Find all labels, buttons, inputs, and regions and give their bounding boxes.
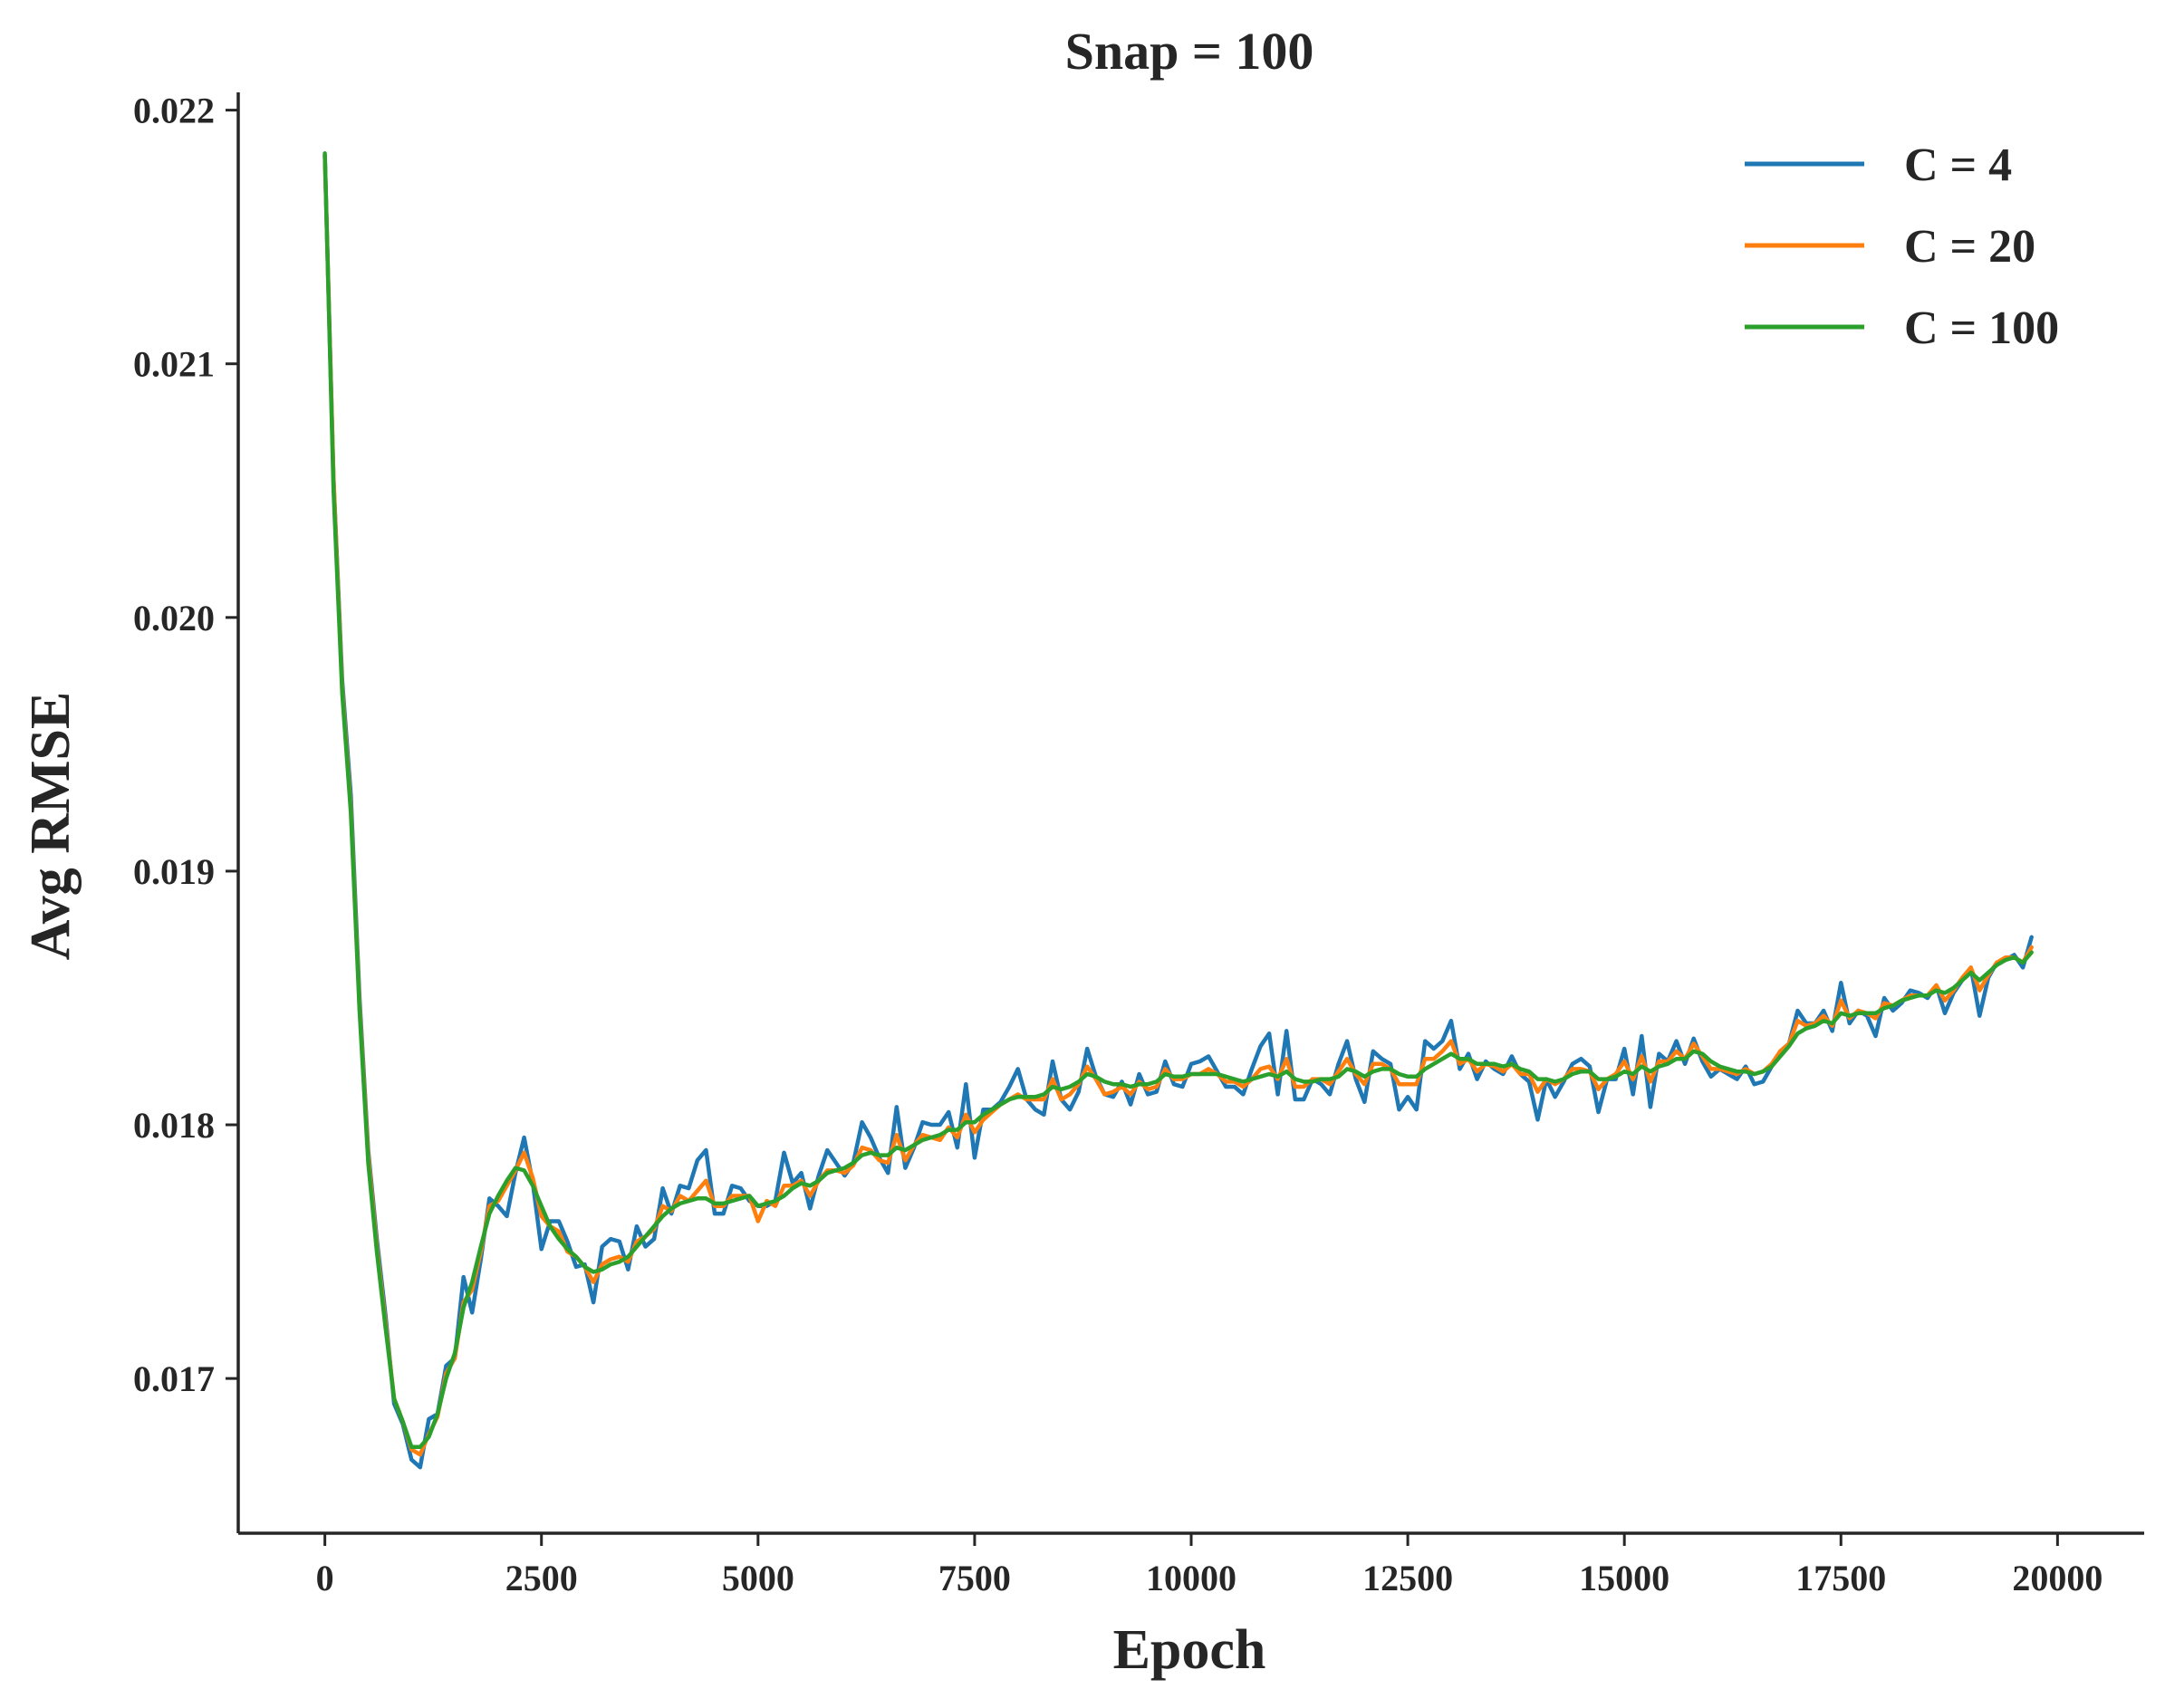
x-tick-label: 12500 [1362, 1558, 1453, 1598]
y-tick-label: 0.021 [133, 344, 215, 385]
x-tick-label: 17500 [1795, 1558, 1886, 1598]
legend-label: C = 4 [1904, 139, 2012, 191]
x-tick-label: 10000 [1146, 1558, 1236, 1598]
x-tick-label: 15000 [1579, 1558, 1669, 1598]
chart-title: Snap = 100 [1065, 22, 1314, 81]
series-line-1 [322, 153, 2034, 1470]
x-tick-label: 0 [316, 1558, 334, 1598]
y-tick-label: 0.019 [133, 851, 215, 892]
legend-label: C = 20 [1904, 221, 2035, 273]
y-axis-ticks: 0.017 0.018 0.019 0.020 0.021 0.022 [133, 91, 238, 1399]
legend-label: C = 100 [1904, 302, 2059, 354]
x-axis-ticks: 0 2500 5000 7500 10000 12500 15000 17500 20000 [316, 1533, 2102, 1598]
y-axis-label: Avg RMSE [20, 692, 82, 961]
y-tick-label: 0.022 [133, 91, 215, 131]
series-layer [322, 150, 2034, 1470]
x-tick-label: 5000 [722, 1558, 794, 1598]
y-tick-label: 0.020 [133, 598, 215, 638]
legend: C = 4 C = 20 C = 100 [1745, 139, 2059, 354]
x-tick-label: 7500 [938, 1558, 1011, 1598]
x-tick-label: 2500 [505, 1558, 578, 1598]
series-line-3 [322, 150, 2034, 1450]
x-axis-label: Epoch [1113, 1619, 1266, 1681]
y-tick-label: 0.018 [133, 1105, 215, 1146]
x-tick-label: 20000 [2012, 1558, 2102, 1598]
y-tick-label: 0.017 [133, 1358, 215, 1399]
